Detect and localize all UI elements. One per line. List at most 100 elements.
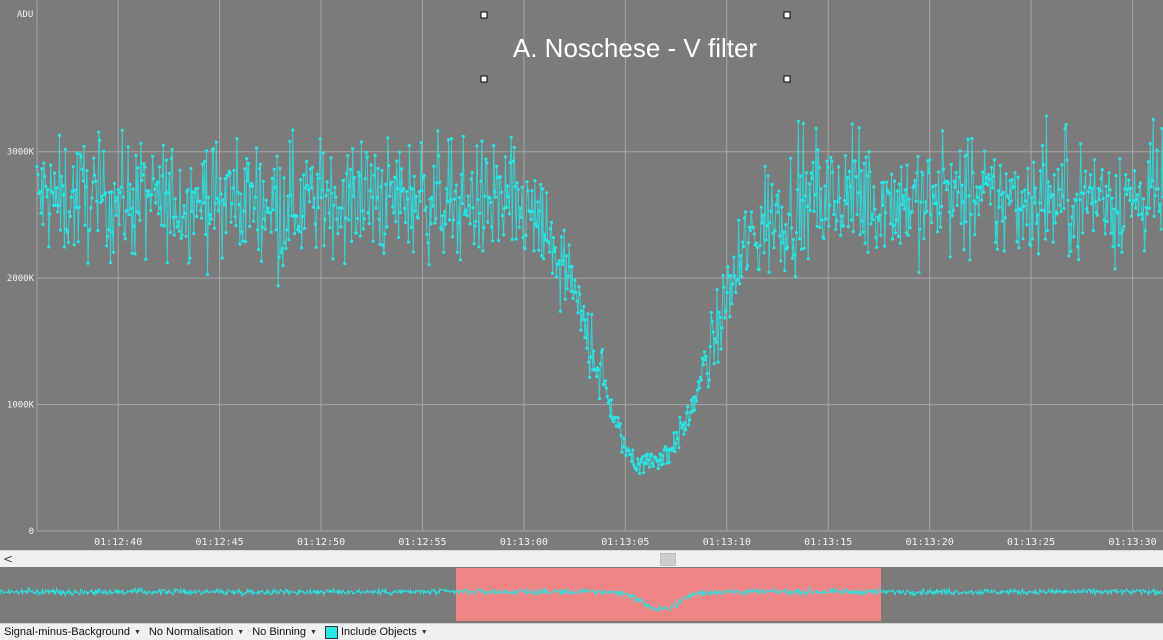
data-point <box>755 245 759 250</box>
selection-handle <box>783 11 791 19</box>
data-point <box>498 175 503 179</box>
data-point <box>188 256 192 260</box>
light-curve-plot[interactable]: 3000K 2000K 1000K 0 ADU 01:12:40 01:12:45 01:12… <box>0 0 1163 550</box>
data-point <box>838 196 842 200</box>
data-point <box>931 185 935 189</box>
data-point <box>284 246 288 251</box>
data-point <box>728 315 732 319</box>
data-point <box>1026 166 1030 171</box>
data-point <box>272 167 276 171</box>
data-point <box>118 190 122 195</box>
data-point <box>792 253 797 257</box>
data-point <box>525 180 529 184</box>
data-point <box>1098 189 1102 193</box>
horizontal-scrollbar[interactable]: < <box>0 550 1163 567</box>
data-point <box>464 208 468 212</box>
normalisation-dropdown[interactable]: No Normalisation ▼ <box>149 626 244 638</box>
data-point <box>310 165 314 169</box>
data-point <box>777 189 781 193</box>
data-point <box>1056 167 1060 172</box>
data-point <box>609 398 613 402</box>
data-point <box>291 128 295 132</box>
data-point <box>54 203 58 208</box>
binning-dropdown[interactable]: No Binning ▼ <box>252 626 317 638</box>
data-point <box>559 235 563 239</box>
data-point <box>387 164 391 168</box>
data-point <box>471 206 475 210</box>
include-objects-dropdown[interactable]: Include Objects ▼ <box>324 625 428 639</box>
data-point <box>729 274 733 278</box>
data-point <box>468 222 472 226</box>
data-point <box>857 126 861 130</box>
data-point <box>47 245 51 249</box>
data-point <box>349 167 353 171</box>
data-point <box>346 154 350 158</box>
data-point <box>377 217 381 221</box>
data-point <box>1044 114 1048 118</box>
data-point <box>254 146 259 150</box>
data-point <box>679 421 683 425</box>
data-point <box>720 326 724 330</box>
scroll-left-arrow[interactable]: < <box>3 552 14 566</box>
data-point <box>1149 185 1153 189</box>
data-point <box>209 217 213 221</box>
data-point <box>296 228 300 232</box>
data-point <box>159 223 164 227</box>
data-point <box>535 225 539 229</box>
data-point <box>592 349 596 353</box>
data-point <box>1001 190 1005 195</box>
data-point <box>834 227 838 231</box>
data-point <box>472 242 476 246</box>
data-point <box>798 174 803 178</box>
data-point <box>79 155 83 159</box>
data-point <box>872 185 876 189</box>
data-point <box>1103 232 1107 236</box>
data-point <box>451 218 456 222</box>
data-point <box>1033 201 1037 205</box>
data-point <box>234 223 238 228</box>
data-point <box>716 360 720 364</box>
data-point <box>915 171 919 175</box>
y-tick-label: 0 <box>29 527 34 537</box>
data-point <box>817 165 821 170</box>
data-point <box>550 271 555 276</box>
data-point <box>493 190 497 194</box>
data-point <box>910 209 914 214</box>
data-point <box>961 200 965 204</box>
scroll-thumb[interactable] <box>660 553 676 566</box>
data-point <box>391 205 395 209</box>
data-point <box>1082 192 1086 196</box>
data-point <box>831 170 835 174</box>
data-point <box>949 162 953 166</box>
overview-strip[interactable] <box>0 567 1163 623</box>
overview-chart[interactable] <box>0 567 1163 623</box>
light-curve-chart[interactable]: 3000K 2000K 1000K 0 ADU 01:12:40 01:12:45 01:12… <box>0 0 1163 550</box>
data-point <box>622 436 626 440</box>
data-point <box>519 215 523 220</box>
data-point <box>958 149 962 153</box>
data-point <box>828 203 832 207</box>
x-tick-label: 01:13:00 <box>500 537 548 548</box>
data-point <box>998 163 1002 167</box>
data-point <box>162 224 166 228</box>
data-point <box>509 135 513 140</box>
data-point <box>452 197 457 201</box>
signal-mode-dropdown[interactable]: Signal-minus-Background ▼ <box>4 626 141 638</box>
data-point <box>1108 188 1112 192</box>
data-point <box>150 193 154 197</box>
data-point <box>457 195 461 200</box>
data-point <box>823 184 827 188</box>
data-point <box>421 177 425 181</box>
data-point <box>879 233 883 237</box>
data-point <box>1016 175 1020 179</box>
data-point <box>860 219 864 223</box>
data-point <box>788 213 792 217</box>
data-point <box>343 262 347 266</box>
data-point <box>1050 193 1054 197</box>
data-point <box>1128 198 1132 202</box>
data-point <box>919 200 923 204</box>
data-point <box>783 268 787 272</box>
data-point <box>883 244 887 248</box>
data-point <box>1002 249 1006 253</box>
data-point <box>538 209 542 213</box>
